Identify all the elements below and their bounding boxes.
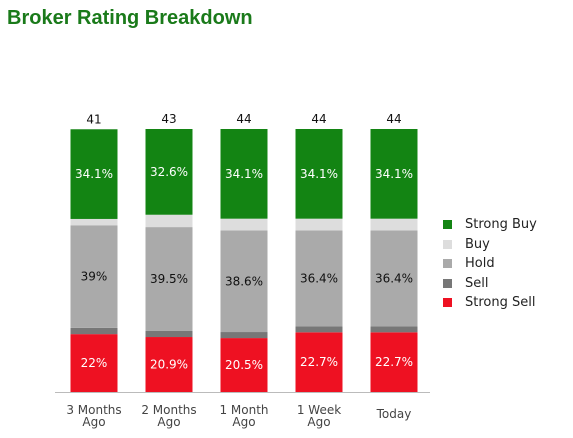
legend-label: Strong Sell	[465, 295, 536, 311]
data-label: 34.1%	[75, 167, 113, 181]
bar-segment-strong-buy	[70, 129, 118, 219]
legend-label: Strong Buy	[465, 217, 537, 233]
bar-segment-strong-buy	[220, 129, 268, 219]
data-label: 36.4%	[300, 271, 338, 285]
data-label: 38.6%	[225, 274, 263, 288]
bar-segment-hold	[70, 225, 118, 328]
x-tick-label: 3 Months Ago	[66, 403, 121, 429]
legend-item-buy: Buy	[443, 235, 537, 255]
legend-item-hold: Hold	[443, 254, 537, 274]
legend-item-sell: Sell	[443, 274, 537, 294]
chart-title: Broker Rating Breakdown	[7, 7, 253, 29]
bar-total-label: 41	[86, 112, 101, 126]
bar-segment-strong-buy	[370, 129, 418, 219]
bar-segment-strong-sell	[70, 334, 118, 392]
legend-swatch	[443, 278, 452, 288]
bar-segment-strong-sell	[370, 332, 418, 392]
bar-segment-sell	[295, 326, 343, 333]
data-label: 34.1%	[225, 167, 263, 181]
bar-segment-strong-sell	[220, 338, 268, 392]
legend-label: Buy	[465, 236, 490, 252]
bar-total-label: 44	[236, 112, 251, 126]
x-tick-label: Today	[376, 407, 412, 421]
legend-item-strong-buy: Strong Buy	[443, 215, 537, 235]
bar-segment-hold	[145, 227, 193, 331]
data-label: 32.6%	[150, 165, 188, 179]
data-label: 22%	[81, 356, 108, 370]
bar-segment-sell	[70, 327, 118, 335]
legend-label: Sell	[465, 275, 489, 291]
bar-segment-buy	[220, 218, 268, 231]
data-label: 22.7%	[300, 355, 338, 369]
data-label: 39%	[81, 270, 108, 284]
bar-segment-buy	[145, 214, 193, 228]
data-label: 20.5%	[225, 358, 263, 372]
bar-segment-strong-buy	[145, 129, 193, 215]
data-label: 20.9%	[150, 358, 188, 372]
bar-total-label: 43	[161, 112, 176, 126]
bar-segment-hold	[370, 230, 418, 327]
legend-swatch	[443, 220, 452, 230]
bar-segment-strong-buy	[295, 129, 343, 219]
bar-total-label: 44	[386, 112, 401, 126]
bar-segment-buy	[295, 218, 343, 231]
bar-segment-strong-sell	[145, 337, 193, 392]
legend-swatch	[443, 259, 452, 269]
chart-legend: Strong Buy Buy Hold Sell Strong Sell	[443, 215, 537, 313]
x-tick-label: 2 Months Ago	[141, 403, 196, 429]
data-label: 22.7%	[375, 355, 413, 369]
legend-item-strong-sell: Strong Sell	[443, 293, 537, 313]
bar-segment-sell	[370, 326, 418, 333]
bar-segment-strong-sell	[295, 332, 343, 392]
data-label: 34.1%	[375, 167, 413, 181]
bar-segment-hold	[220, 230, 268, 333]
x-tick-label: 1 Week Ago	[297, 403, 341, 429]
legend-swatch	[443, 298, 452, 308]
bar-segment-sell	[220, 332, 268, 339]
data-label: 34.1%	[300, 167, 338, 181]
bar-segment-hold	[295, 230, 343, 327]
x-tick-label: 1 Month Ago	[219, 403, 268, 429]
data-label: 36.4%	[375, 271, 413, 285]
data-label: 39.5%	[150, 272, 188, 286]
bar-segment-buy	[370, 218, 418, 231]
legend-label: Hold	[465, 256, 495, 272]
bar-total-label: 44	[311, 112, 326, 126]
bar-segment-sell	[145, 330, 193, 338]
bar-segment-buy	[70, 218, 118, 226]
legend-swatch	[443, 239, 452, 249]
